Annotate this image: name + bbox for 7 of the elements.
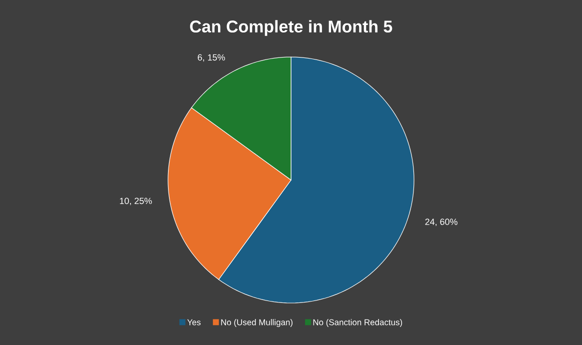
legend-label: No (Sanction Redactus) [313,319,402,327]
chart-title: Can Complete in Month 5 [190,20,392,36]
data-label: 6, 15% [198,54,225,62]
legend-label: Yes [187,319,201,326]
data-label: 10, 25% [120,198,152,206]
data-label: 24, 60% [425,218,458,226]
legend-label: No (Used Mulligan) [221,319,292,327]
